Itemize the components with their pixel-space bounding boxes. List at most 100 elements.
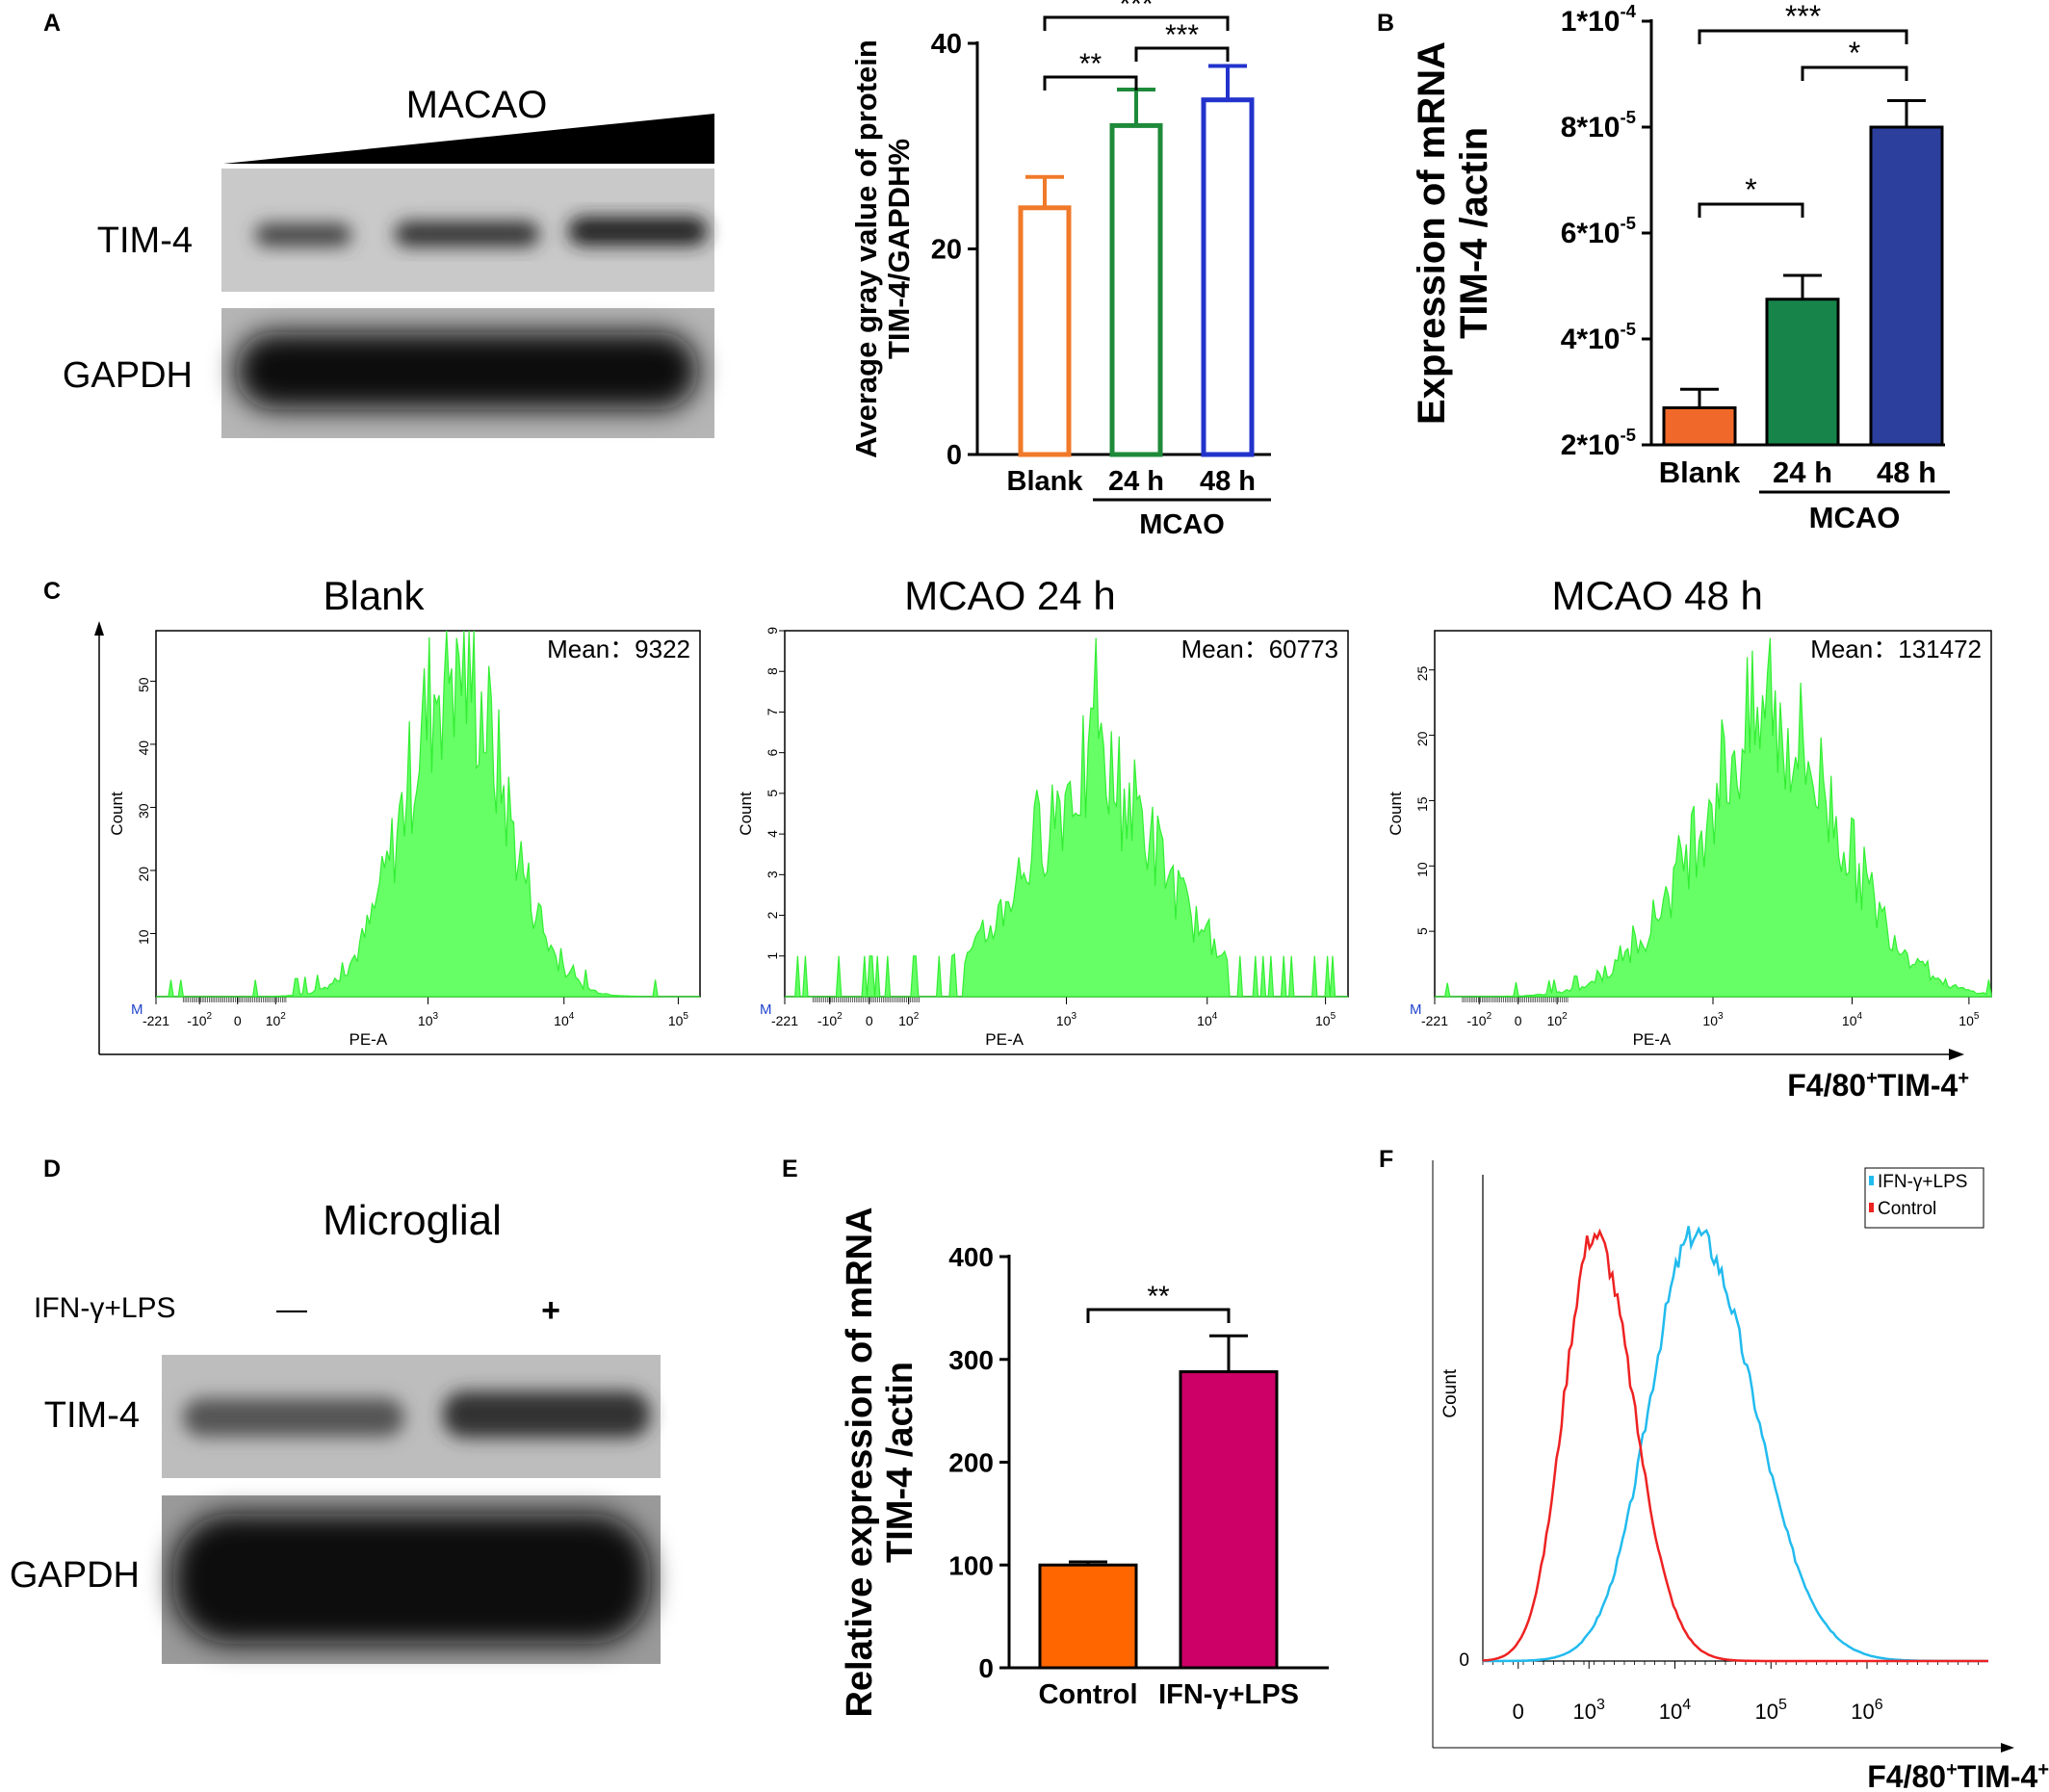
x-tick-label: 0: [1513, 1700, 1524, 1724]
bar: [1201, 97, 1255, 457]
x-tick-label: 105: [1315, 1011, 1336, 1028]
x-tick-label: 106: [1851, 1697, 1882, 1724]
category-label: Blank: [1007, 466, 1084, 497]
y-tick-label: 0: [947, 440, 962, 471]
y-tick-label: 3: [765, 870, 780, 878]
x-tick-label: 102: [898, 1011, 920, 1028]
y-tick-label: 4: [765, 830, 780, 838]
y-tick-label: 25: [1414, 666, 1430, 682]
category-label: 48 h: [1877, 455, 1936, 489]
f-legend-swatch: [1869, 1203, 1874, 1212]
blot-d-tim4-bands: [183, 1391, 650, 1438]
f-legend-label: IFN-γ+LPS: [1878, 1172, 1967, 1192]
blot-a-row-gapdh: GAPDH: [63, 355, 193, 396]
significance-label: **: [1079, 48, 1102, 80]
histogram-title: MCAO 48 h: [1551, 573, 1762, 618]
y-tick-label: 10: [136, 929, 151, 945]
y-tick-label: 200: [948, 1448, 994, 1478]
significance-label: ***: [1785, 0, 1821, 34]
x-tick-label: 104: [1842, 1011, 1863, 1028]
blot-a-row-tim4: TIM-4: [97, 221, 193, 261]
y-label-line2: TIM-4 /actin: [880, 1362, 921, 1563]
significance-bracket: [1698, 202, 1804, 218]
y-label-line1: Relative expression of mRNA: [840, 1207, 880, 1717]
x-tick-label: 104: [554, 1011, 575, 1028]
x-tick-label: 103: [1573, 1697, 1605, 1724]
marker-m: M: [760, 1001, 772, 1018]
x-tick-label: 103: [1056, 1011, 1077, 1028]
category-label: 24 h: [1773, 455, 1832, 489]
x-label: PE-A: [985, 1030, 1024, 1049]
chart-f-overlay: Count 0 0 103 104 105 106 IFN-γ+LPS Control F4/80…: [1432, 1160, 2049, 1792]
histogram-mean: Mean：60773: [1181, 635, 1338, 663]
panel-label-f: F: [1379, 1146, 1393, 1173]
y-tick-label: 50: [136, 677, 151, 692]
category-label: 24 h: [1108, 466, 1164, 497]
y-tick-label: 1*10-4: [1561, 1, 1637, 38]
x-tick-label: 0: [1515, 1013, 1522, 1028]
group-label: MCAO: [1139, 509, 1225, 540]
y-tick-label: 7: [765, 708, 780, 715]
category-label: IFN-γ+LPS: [1158, 1679, 1299, 1710]
f-legend-label: Control: [1878, 1199, 1936, 1219]
y-tick-label: 400: [948, 1242, 994, 1272]
y-tick-label: 1: [765, 952, 780, 960]
significance-bracket: [1698, 29, 1908, 44]
y-tick-label: 20: [136, 867, 151, 882]
blot-d-treatment: IFN-γ+LPS: [34, 1292, 176, 1324]
x-tick-label: -221: [771, 1013, 798, 1028]
blot-d-title: Microglial: [323, 1197, 502, 1244]
chart-b-bar: 2*10-5 4*10-5 6*10-5 8*10-5 1*10-4 Blank 24 h 4…: [1411, 0, 1950, 534]
group-label: MCAO: [1809, 501, 1901, 534]
marker-m: M: [131, 1001, 143, 1018]
y-label-line2: TIM-4 /actin: [1453, 127, 1495, 339]
blot-d-minus: —: [276, 1291, 307, 1326]
tim4-bands: [255, 217, 708, 247]
f-axis-label: F4/80+TIM-4+: [1867, 1759, 2049, 1792]
y-tick-label: 100: [948, 1550, 994, 1580]
y-label-line2: TIM-4/GAPDH%: [882, 139, 916, 359]
histogram-title: Blank: [323, 573, 425, 618]
panel-label-c: C: [43, 578, 61, 605]
gapdh-bands: [236, 332, 698, 409]
histogram-mean: Mean：131472: [1810, 635, 1982, 663]
histogram-title: MCAO 24 h: [904, 573, 1115, 618]
panel-label-b: B: [1377, 10, 1394, 37]
significance-bracket: [1134, 46, 1230, 62]
x-tick-label: 0: [866, 1013, 873, 1028]
c-axis-label: F4/80+TIM-4+: [1787, 1068, 1969, 1103]
f-series-line: [1482, 1228, 1988, 1663]
bar: [1869, 125, 1944, 447]
x-tick-label: 103: [1702, 1011, 1724, 1028]
y-label-line1: Average gray value of protein: [849, 39, 883, 458]
histogram-area: [156, 630, 700, 998]
y-tick-label: 6*10-5: [1561, 213, 1636, 249]
y-tick-label: 4*10-5: [1561, 319, 1636, 355]
y-tick-label: 20: [1414, 731, 1430, 746]
bar: [1109, 122, 1163, 457]
x-tick-label: 102: [266, 1011, 287, 1028]
y-tick-label: 40: [136, 740, 151, 756]
blot-a-title: MACAO: [406, 84, 548, 126]
significance-label: *: [1745, 172, 1756, 207]
x-tick-label: 105: [1958, 1011, 1980, 1028]
x-tick-label: 105: [668, 1011, 689, 1028]
histogram-area: [785, 637, 1348, 998]
x-tick-label: 104: [1659, 1697, 1691, 1724]
x-label: PE-A: [350, 1030, 388, 1049]
significance-label: **: [1147, 1281, 1170, 1312]
blot-d-row-tim4: TIM-4: [44, 1395, 140, 1436]
y-tick-label: 20: [931, 235, 962, 266]
panel-label-e: E: [782, 1156, 798, 1182]
y-label: Count: [1387, 792, 1405, 836]
significance-label: ***: [1119, 0, 1153, 20]
gradient-wedge: [223, 114, 714, 164]
chart-e-bar: 0 100 200 300 400 Control IFN-γ+LPS Relative ex…: [840, 1207, 1329, 1718]
x-tick-label: 103: [418, 1011, 439, 1028]
y-tick-label: 0: [978, 1653, 994, 1683]
bar: [1662, 406, 1737, 447]
f-legend-swatch: [1869, 1176, 1874, 1185]
category-label: Control: [1038, 1679, 1137, 1710]
